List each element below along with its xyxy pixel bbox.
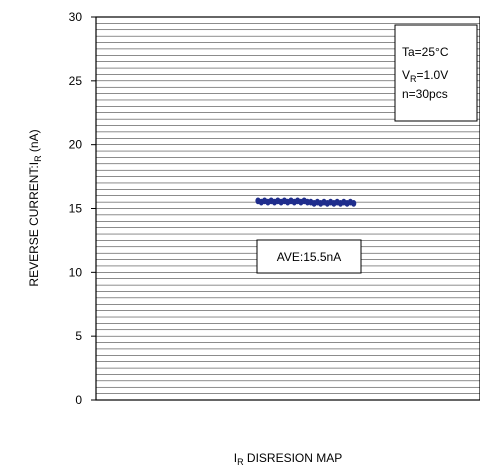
y-axis-ticks: 0 5 10 15 20 25 30 xyxy=(69,10,96,407)
average-box: AVE:15.5nA xyxy=(256,239,362,274)
gridlines xyxy=(96,23,480,394)
y-tick-label: 15 xyxy=(69,202,83,216)
voltage-label: VR=1.0V xyxy=(402,68,448,84)
data-points xyxy=(255,197,357,207)
y-tick-label: 25 xyxy=(69,74,83,88)
y-tick-label: 5 xyxy=(75,329,82,343)
y-tick-label: 30 xyxy=(69,10,83,24)
y-axis-label: REVERSE CURRENT:IR (nA) xyxy=(27,129,43,286)
temperature-label: Ta=25°C xyxy=(402,45,449,59)
sample-count-label: n=30pcs xyxy=(402,87,448,101)
y-tick-label: 0 xyxy=(75,393,82,407)
average-label: AVE:15.5nA xyxy=(277,250,342,264)
conditions-box: Ta=25°C VR=1.0V n=30pcs xyxy=(394,24,478,122)
y-tick-label: 10 xyxy=(69,265,83,279)
y-tick-label: 20 xyxy=(69,138,83,152)
data-point xyxy=(351,199,357,207)
x-axis-label: IR DISRESION MAP xyxy=(234,451,343,467)
